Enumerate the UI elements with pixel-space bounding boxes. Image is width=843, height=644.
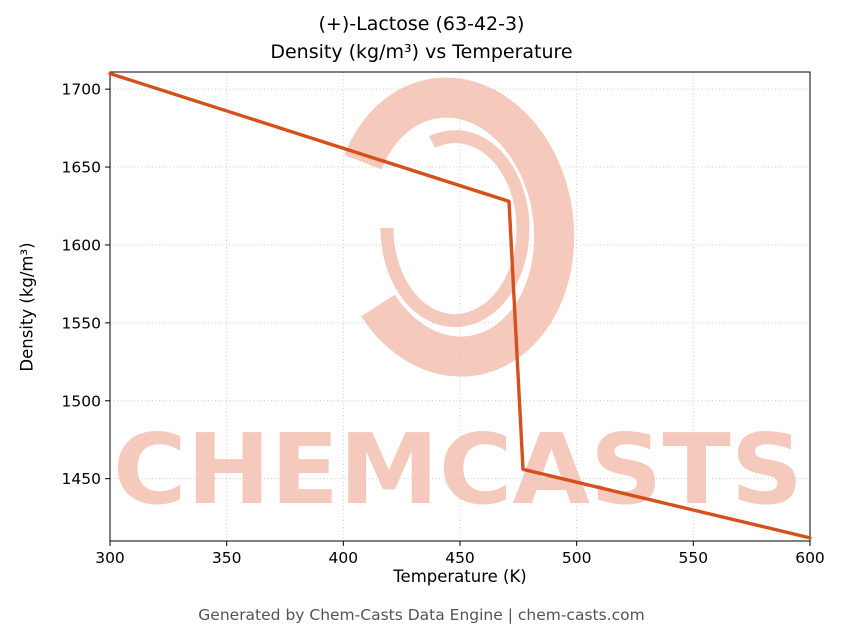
watermark-logo-swirl-icon bbox=[380, 130, 530, 328]
watermark-logo-icon bbox=[344, 77, 575, 377]
x-tick-label: 350 bbox=[212, 549, 242, 567]
watermark-text: CHEMCASTS bbox=[113, 413, 803, 526]
watermark: CHEMCASTS bbox=[113, 77, 803, 526]
x-tick-label: 550 bbox=[679, 549, 709, 567]
x-tick-label: 600 bbox=[795, 549, 825, 567]
x-axis-label: Temperature (K) bbox=[393, 567, 527, 586]
x-tick-label: 500 bbox=[562, 549, 592, 567]
x-tick-label: 300 bbox=[95, 549, 125, 567]
y-tick-label: 1700 bbox=[62, 81, 101, 99]
x-tick-label: 450 bbox=[445, 549, 475, 567]
y-tick-label: 1500 bbox=[62, 392, 101, 410]
chart-title: (+)-Lactose (63-42-3) Density (kg/m³) vs… bbox=[0, 10, 843, 66]
y-tick-label: 1650 bbox=[62, 159, 101, 177]
chart-title-line2: Density (kg/m³) vs Temperature bbox=[270, 41, 573, 63]
y-axis-label: Density (kg/m³) bbox=[17, 242, 37, 372]
chart-title-line1: (+)-Lactose (63-42-3) bbox=[318, 13, 525, 35]
x-tick-label: 400 bbox=[329, 549, 359, 567]
y-tick-label: 1450 bbox=[62, 470, 101, 488]
density-line bbox=[108, 71, 812, 540]
y-tick-label: 1600 bbox=[62, 236, 101, 254]
y-tick-label: 1550 bbox=[62, 314, 101, 332]
footer-credit: Generated by Chem-Casts Data Engine | ch… bbox=[198, 606, 645, 624]
